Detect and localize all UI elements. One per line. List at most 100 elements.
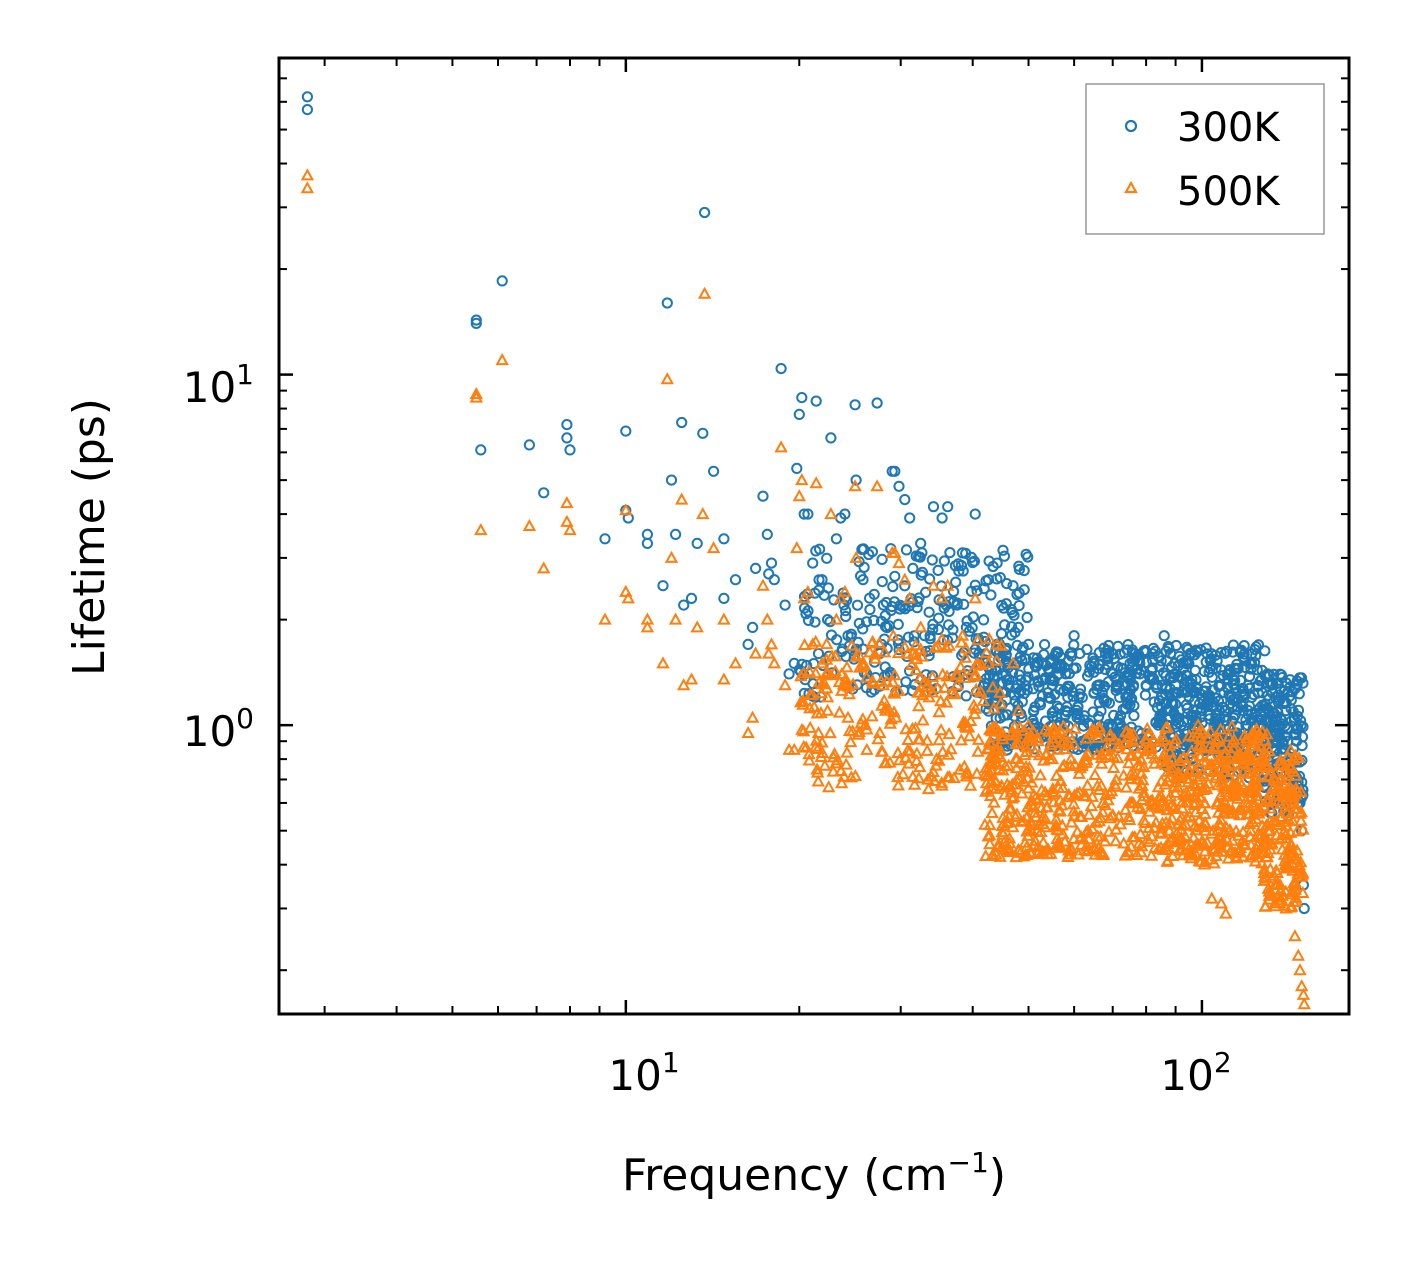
data-point-500k (1289, 781, 1303, 794)
data-point-500k (1038, 820, 1052, 833)
data-point-500k (1260, 850, 1274, 863)
x-axis-label: Frequency (cm−1) (622, 1146, 1006, 1201)
data-point-500k (1246, 795, 1261, 808)
data-point-300k (810, 395, 822, 407)
data-point-300k (956, 547, 969, 559)
data-point-500k (921, 677, 935, 690)
data-point-300k (1215, 679, 1227, 691)
data-point-300k (995, 628, 1008, 640)
data-point-500k (598, 612, 612, 625)
data-point-500k (840, 745, 854, 758)
data-point-300k (1221, 645, 1233, 657)
data-point-500k (1046, 782, 1060, 795)
data-point-500k (1188, 795, 1203, 808)
data-point-300k (899, 580, 911, 592)
data-point-300k (840, 605, 852, 617)
data-point-500k (1220, 758, 1234, 771)
data-point-300k (997, 544, 1009, 556)
data-point-300k (998, 550, 1011, 562)
data-point-500k (1214, 812, 1228, 825)
data-point-500k (1237, 756, 1251, 769)
data-point-500k (1144, 741, 1158, 754)
data-point-500k (1161, 774, 1175, 787)
data-point-300k (561, 432, 573, 444)
data-point-500k (865, 636, 879, 649)
data-point-300k (851, 599, 864, 611)
data-point-500k (1006, 656, 1020, 669)
data-point-500k (916, 688, 930, 701)
data-point-300k (1046, 679, 1059, 691)
data-point-500k (1277, 766, 1291, 779)
data-point-500k (1240, 744, 1255, 757)
data-point-500k (1038, 785, 1052, 798)
data-point-500k (1249, 841, 1263, 854)
data-point-500k (1054, 774, 1068, 787)
data-point-300k (991, 557, 1003, 569)
data-point-500k (1093, 829, 1108, 842)
data-point-500k (987, 795, 1001, 808)
data-point-500k (1051, 742, 1065, 755)
data-point-500k (826, 764, 840, 777)
data-point-500k (1159, 842, 1174, 855)
data-point-500k (1055, 759, 1070, 772)
data-point-300k (1008, 609, 1020, 621)
data-point-300k (1068, 630, 1080, 642)
data-point-300k (960, 690, 972, 702)
data-point-500k (1039, 748, 1053, 761)
data-point-500k (871, 732, 885, 745)
data-point-300k (1271, 705, 1283, 717)
data-point-500k (1004, 728, 1018, 741)
data-point-500k (1154, 821, 1168, 834)
data-point-500k (1160, 854, 1174, 867)
data-point-500k (882, 703, 896, 716)
data-point-500k (1030, 846, 1045, 859)
data-point-300k (729, 574, 742, 586)
data-point-500k (1258, 899, 1273, 912)
data-point-500k (993, 849, 1007, 862)
data-point-300k (893, 480, 905, 492)
data-point-300k (1060, 705, 1072, 717)
data-point-500k (1089, 815, 1103, 828)
data-point-300k (1103, 697, 1116, 709)
data-point-500k (1165, 811, 1179, 824)
data-point-500k (1047, 787, 1061, 800)
data-point-300k (840, 610, 852, 623)
data-point-300k (821, 552, 833, 564)
data-point-500k (1093, 844, 1108, 857)
data-point-300k (899, 494, 911, 506)
data-point-500k (832, 705, 847, 718)
data-point-300k (757, 490, 769, 502)
data-point-500k (1094, 756, 1109, 769)
data-point-500k (797, 591, 811, 604)
data-point-500k (968, 591, 982, 604)
data-point-500k (1177, 750, 1191, 763)
data-point-500k (522, 518, 537, 531)
data-point-500k (987, 701, 1001, 714)
data-point-500k (852, 648, 866, 661)
data-point-300k (949, 560, 962, 572)
data-point-300k (561, 419, 573, 431)
data-point-500k (1040, 841, 1054, 854)
data-point-500k (1034, 825, 1048, 838)
data-point-500k (1281, 859, 1295, 872)
data-point-500k (985, 724, 999, 737)
data-point-300k (1166, 690, 1178, 702)
data-point-300k (860, 616, 873, 628)
data-point-500k (913, 671, 928, 684)
data-point-500k (1074, 830, 1088, 843)
data-point-500k (1166, 848, 1180, 861)
data-point-300k (301, 104, 313, 116)
data-point-500k (664, 550, 679, 563)
data-point-500k (1205, 891, 1219, 904)
data-point-500k (748, 646, 763, 659)
data-point-500k (1236, 765, 1250, 778)
data-point-500k (934, 775, 949, 788)
data-point-500k (920, 743, 934, 756)
data-point-300k (1243, 670, 1256, 683)
data-point-300k (496, 275, 508, 287)
data-point-500k (834, 763, 848, 776)
data-point-500k (1257, 831, 1272, 844)
data-point-300k (1175, 719, 1187, 731)
data-point-500k (1154, 774, 1168, 787)
data-point-500k (801, 584, 815, 597)
